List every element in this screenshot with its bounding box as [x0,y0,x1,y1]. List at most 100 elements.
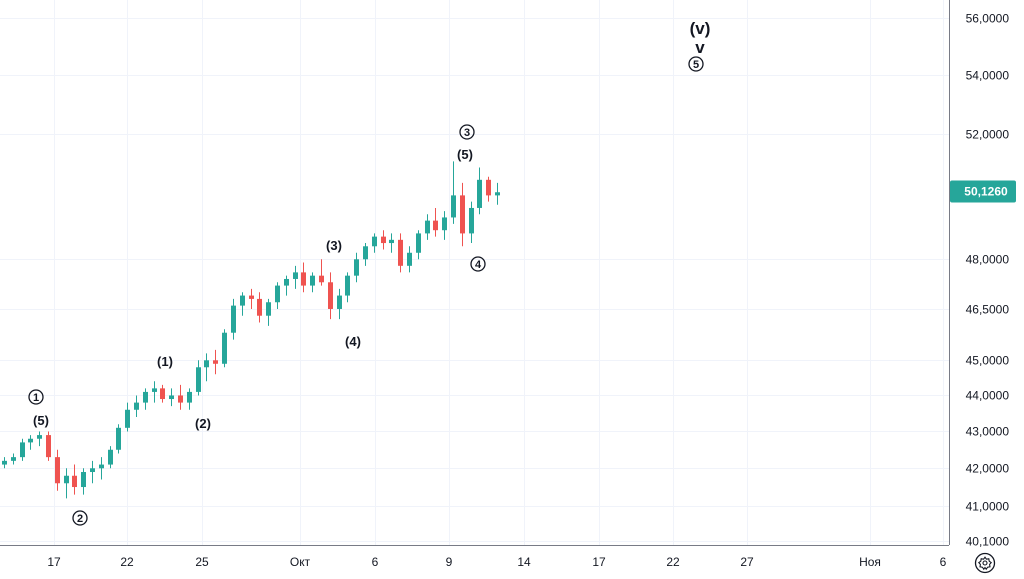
candle [301,262,306,293]
candle-body [486,179,491,196]
candle-body [460,195,465,234]
candle [240,292,245,316]
candle-body [28,438,33,443]
time-tick-label: 22 [120,555,134,569]
candle [495,182,500,205]
candle-body [293,272,298,279]
candle [389,233,394,253]
candle-body [152,388,157,392]
price-tick-label: 52,0000 [966,128,1010,142]
wave-label: (5) [457,147,473,162]
wave-annotations: 1 (5) 2 (1) (2) (3) (4) 3 (5) 4 (v)v 5 [28,19,711,526]
candle-body [116,427,121,450]
candle [187,388,192,410]
last-price-background [950,180,1016,203]
candle [64,468,69,499]
candle-body [99,464,104,469]
candle-body [46,435,51,458]
time-tick-label: Ноя [859,555,881,569]
candle-body [222,332,227,364]
wave-label-circled: 2 [72,510,88,526]
candle-body [11,457,16,461]
wave-label-text: 4 [475,259,482,271]
candle [37,431,42,447]
time-tick-label: 17 [47,555,61,569]
candle-body [372,236,377,247]
wave-label-circled: 1 [28,389,44,405]
wave-label-circled: 3 [459,124,475,140]
candle-body [275,285,280,303]
candle-body [213,360,218,364]
candle [11,453,16,465]
wave-label: (4) [345,334,361,349]
wave-label-text: 1 [33,392,39,404]
candle [477,167,482,215]
wave-label-text: 3 [464,127,470,139]
chart-settings-button[interactable] [974,552,996,574]
candle [363,243,368,266]
time-tick-label: 25 [195,555,209,569]
candle [90,460,95,484]
candle [196,360,201,396]
last-price-tag: 50,1260 [950,180,1016,203]
candle [372,233,377,253]
candle-body [319,275,324,283]
price-tick-label: 44,0000 [966,389,1010,403]
candle [55,449,60,491]
candle [116,424,121,454]
candle [425,214,430,240]
wave-label-circled: 4 [470,256,486,272]
price-tick-label: 45,0000 [966,354,1010,368]
candle-body [178,395,183,403]
candle-body [363,246,368,260]
wave-label: (5) [33,413,49,428]
candle-body [266,302,271,316]
candle [134,395,139,417]
candlestick-series [2,161,500,499]
candle-body [90,468,95,473]
candle-body [55,457,60,484]
time-axis-labels: 17 22 25 Окт 6 9 14 17 22 27 Ноя 6 [47,555,946,569]
time-tick-label: 6 [940,555,947,569]
candle-body [160,388,165,400]
candle-body [495,192,500,196]
price-tick-label: 42,0000 [966,462,1010,476]
price-tick-label: 46,5000 [966,303,1010,317]
candle-body [169,395,174,400]
candle-body [2,460,7,465]
candle-body [337,295,342,309]
candle-body [81,472,86,488]
wave-label-text: 5 [693,59,699,71]
time-tick-label: Окт [290,555,311,569]
candle-body [442,217,447,231]
wave-label: (v) [690,19,711,38]
candle-body [469,207,474,234]
candle-body [345,275,350,296]
candle [460,182,465,247]
candle-body [477,179,482,208]
axes [0,0,950,546]
candle [152,381,157,403]
candle-body [108,449,113,465]
time-tick-label: 17 [592,555,606,569]
candle-body [20,442,25,458]
candle [451,161,456,224]
candle [442,211,447,240]
candle [416,230,421,260]
candle-body [134,402,139,410]
candle-body [257,298,262,316]
candle-body [143,391,148,403]
candle-body [433,220,438,231]
candle-body [416,233,421,253]
price-tick-label: 48,0000 [966,253,1010,267]
candle [222,329,227,368]
time-tick-label: 27 [740,555,754,569]
candle [46,431,51,461]
wave-circle [459,124,475,140]
candle [345,272,350,303]
candle [160,384,165,403]
price-tick-label: 43,0000 [966,425,1010,439]
candle-body [381,236,386,244]
candle [72,464,77,495]
